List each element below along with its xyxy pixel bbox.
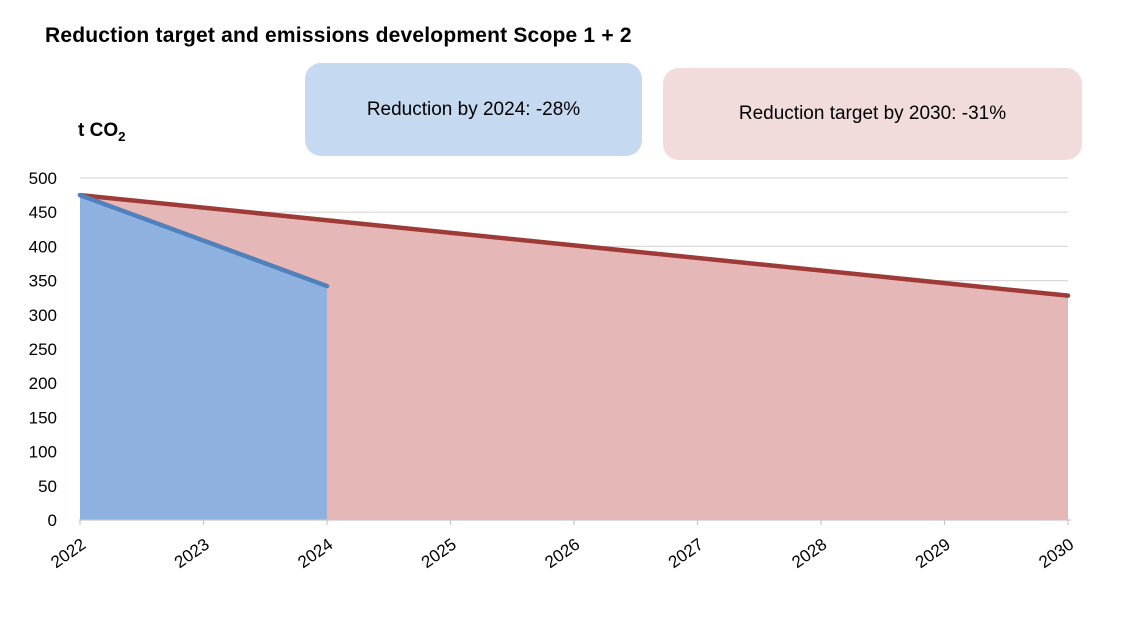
y-tick-label-200: 200: [29, 374, 57, 393]
y-tick-label-450: 450: [29, 203, 57, 222]
x-tick-label-2028: 2028: [788, 535, 830, 572]
x-tick-label-2023: 2023: [171, 535, 213, 572]
y-tick-label-100: 100: [29, 443, 57, 462]
y-tick-label-300: 300: [29, 306, 57, 325]
y-tick-label-50: 50: [38, 477, 57, 496]
x-tick-label-2024: 2024: [294, 535, 336, 572]
callout-reduction-target-2030: Reduction target by 2030: -31%: [663, 68, 1082, 160]
series-area-1: [80, 195, 327, 520]
series-line-1: [77, 192, 330, 289]
series-line-0: [77, 192, 1071, 298]
y-tick-label-500: 500: [29, 169, 57, 188]
y-tick-label-250: 250: [29, 340, 57, 359]
y-axis-unit-label: t CO2: [78, 120, 126, 144]
callout-reduction-2024: Reduction by 2024: -28%: [305, 63, 642, 156]
x-tick-label-2026: 2026: [541, 535, 583, 572]
x-tick-label-2027: 2027: [665, 535, 707, 572]
x-tick-label-2029: 2029: [912, 535, 954, 572]
y-tick-label-0: 0: [48, 511, 57, 530]
y-axis-unit-prefix: t CO: [78, 120, 119, 141]
x-tick-label-2030: 2030: [1035, 535, 1077, 572]
y-tick-label-400: 400: [29, 237, 57, 256]
x-tick-label-2022: 2022: [47, 535, 89, 572]
y-tick-label-350: 350: [29, 272, 57, 291]
callout-reduction-target-2030-text: Reduction target by 2030: -31%: [738, 103, 1007, 124]
callout-reduction-2024-text: Reduction by 2024: -28%: [366, 98, 581, 120]
y-tick-label-150: 150: [29, 408, 57, 427]
x-tick-label-2025: 2025: [418, 535, 460, 572]
y-axis-unit-subscript: 2: [118, 128, 126, 144]
chart-title: Reduction target and emissions developme…: [45, 24, 632, 47]
